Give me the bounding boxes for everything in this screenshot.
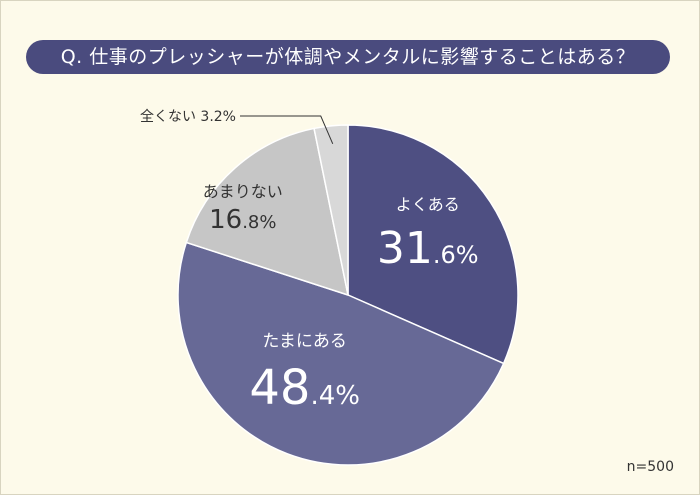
question-title: Q. 仕事のプレッシャーが体調やメンタルに影響することはある？	[26, 40, 670, 74]
sample-size: n=500	[626, 459, 674, 475]
slice-value-often: 31.6%	[377, 223, 479, 274]
pie-labels: よくある 31.6% たまにある 48.4% あまりない 16.8% 全くない 3.2%	[140, 108, 479, 416]
leader-line-never	[240, 115, 334, 144]
pie-slice-rarely	[185, 127, 349, 297]
pie-slice-sometimes	[177, 241, 505, 466]
slice-label-sometimes: たまにある	[262, 331, 347, 351]
slice-label-rarely: あまりない	[203, 182, 283, 201]
pie-slice-never	[313, 124, 349, 296]
pie-slice-often	[347, 124, 519, 365]
slice-value-sometimes: 48.4%	[249, 360, 360, 416]
slice-label-often: よくある	[396, 195, 460, 214]
slice-value-rarely: 16.8%	[209, 205, 276, 235]
slice-label-never: 全くない 3.2%	[140, 108, 236, 125]
pie-slices	[177, 124, 519, 466]
